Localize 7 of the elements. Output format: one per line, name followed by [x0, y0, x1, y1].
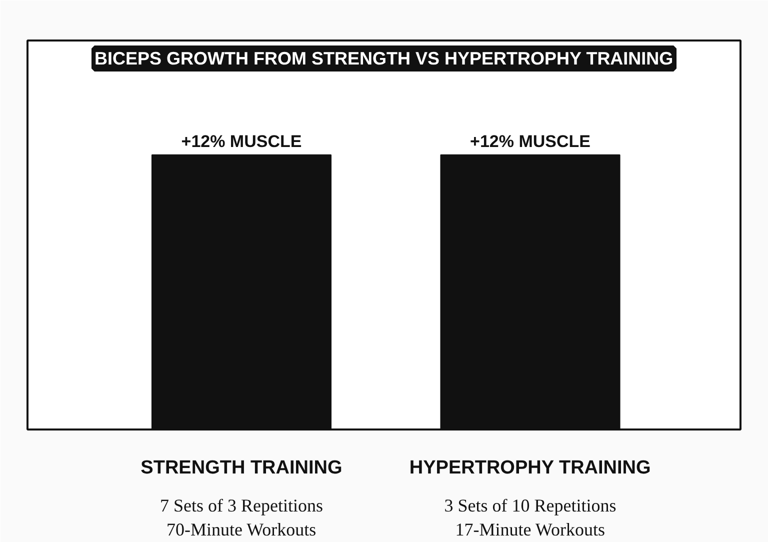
text: 7 Sets of 3 Repetitions 70-Minute Workouts — [160, 496, 323, 540]
x-tick-label: STRENGTH TRAINING — [140, 458, 342, 478]
text: BICEPS GROWTH FROM STRENGTH VS HYPERTROPHY TRAINING — [94, 48, 674, 68]
data-label: +12% MUSCLE — [181, 132, 302, 151]
data-label: +12% MUSCLE — [470, 132, 590, 151]
text: 3 Sets of 10 Repetitions 17-Minute Workouts — [444, 496, 616, 540]
x-tick-label: HYPERTROPHY TRAINING — [409, 458, 651, 478]
